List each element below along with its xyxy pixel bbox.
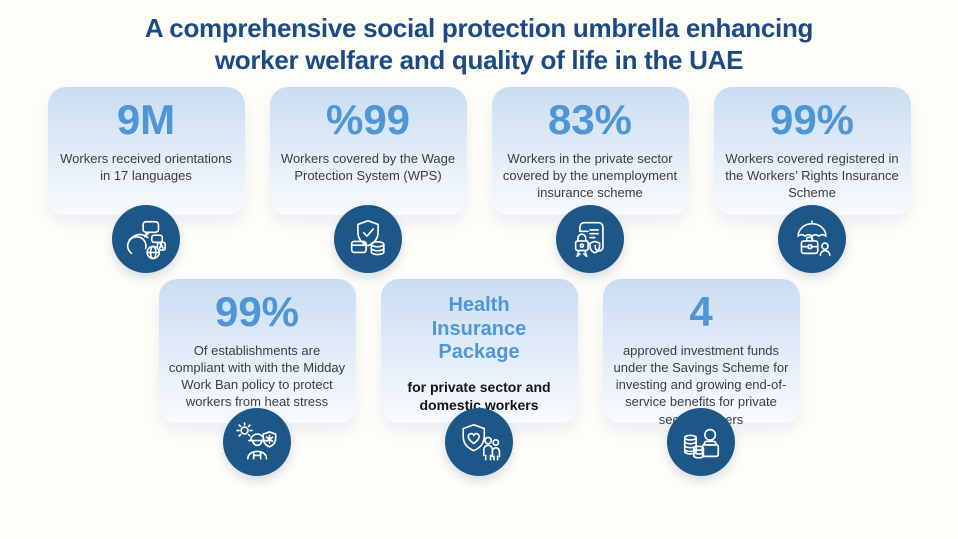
stat-description: Workers in the private sector covered by… — [502, 150, 678, 201]
package-subheading: for private sector and domestic workers — [407, 378, 551, 413]
stat-value: 99% — [214, 287, 300, 335]
card-body: 99% Of establishments are compliant with… — [158, 278, 356, 423]
stat-description: Workers covered by the Wage Protection S… — [280, 150, 456, 184]
wage-protection-icon — [334, 204, 402, 273]
savings-scheme-icon — [667, 407, 735, 476]
card-body: Health Insurance Package for private sec… — [380, 278, 578, 423]
stats-row-top: 9M Workers received orientations in 17 l… — [0, 86, 958, 273]
card-body: 99% Workers covered registered in the Wo… — [713, 86, 911, 215]
stat-value: 4 — [689, 287, 713, 335]
page-title-line2: worker welfare and quality of life in th… — [214, 44, 744, 75]
umbrella-briefcase-icon — [778, 204, 846, 273]
stat-card-rights-insurance: 99% Workers covered registered in the Wo… — [713, 86, 911, 273]
stat-card-savings-scheme: 4 approved investment funds under the Sa… — [602, 278, 800, 476]
stat-description: Of establishments are compliant with wit… — [168, 342, 346, 410]
stat-card-wps: %99 Workers covered by the Wage Protecti… — [269, 86, 467, 273]
unemployment-insurance-icon — [556, 204, 624, 273]
stat-value: %99 — [325, 95, 411, 143]
card-body: 9M Workers received orientations in 17 l… — [47, 86, 245, 215]
stat-card-midday-work-ban: 99% Of establishments are compliant with… — [158, 278, 356, 476]
heat-protection-icon — [223, 407, 291, 476]
stat-value: 99% — [769, 95, 855, 143]
health-insurance-family-icon — [445, 407, 513, 476]
package-heading: Health Insurance Package — [431, 293, 527, 364]
card-health-insurance-package: Health Insurance Package for private sec… — [380, 278, 578, 476]
stat-value: 83% — [547, 95, 633, 143]
card-body: 4 approved investment funds under the Sa… — [602, 278, 800, 427]
page-title-line1: A comprehensive social protection umbrel… — [144, 13, 814, 43]
card-body: 83% Workers in the private sector covere… — [491, 86, 689, 215]
page-title: A comprehensive social protection umbrel… — [0, 0, 958, 77]
orientation-languages-icon — [112, 204, 180, 273]
card-body: %99 Workers covered by the Wage Protecti… — [269, 86, 467, 215]
stat-description: Workers received orientations in 17 lang… — [60, 150, 232, 184]
stat-card-unemployment-insurance: 83% Workers in the private sector covere… — [491, 86, 689, 273]
stat-value: 9M — [116, 95, 176, 143]
stat-card-orientations: 9M Workers received orientations in 17 l… — [47, 86, 245, 273]
stats-row-bottom: 99% Of establishments are compliant with… — [0, 278, 958, 476]
stat-description: Workers covered registered in the Worker… — [725, 150, 899, 201]
